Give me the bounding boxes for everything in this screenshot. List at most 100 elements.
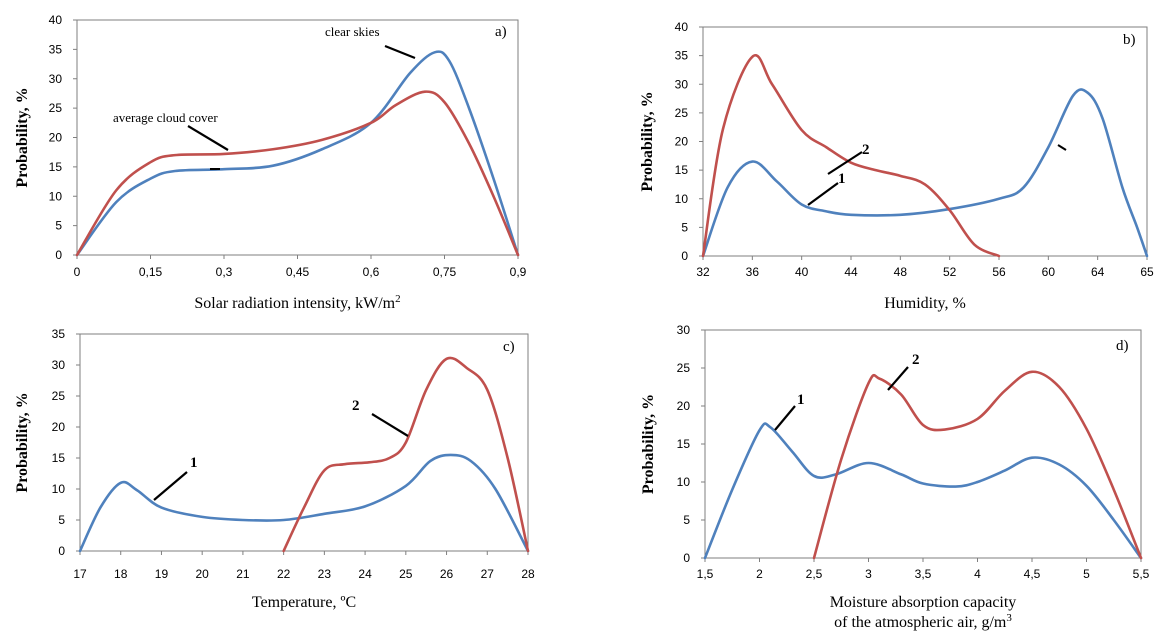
y-axis-label: Probability, % <box>14 87 31 187</box>
y-axis-label: Probability, % <box>14 392 31 492</box>
x-tick-label: 20 <box>196 567 210 581</box>
annotation-leader-line <box>827 151 863 175</box>
y-tick-label: 30 <box>52 358 66 372</box>
x-tick-label: 1,5 <box>697 567 714 581</box>
x-axis-label: Humidity, % <box>884 295 966 312</box>
x-tick-label: 26 <box>440 567 454 581</box>
x-tick-label: 0,15 <box>139 265 163 279</box>
series-line-1 <box>703 422 1143 560</box>
y-tick-label: 5 <box>683 513 690 527</box>
y-tick-label: 0 <box>681 249 688 263</box>
y-tick-label: 5 <box>58 513 65 527</box>
x-tick-label: 48 <box>894 265 908 279</box>
y-tick-label: 15 <box>677 437 691 451</box>
x-tick-label: 25 <box>399 567 413 581</box>
curve-marker <box>1057 144 1067 151</box>
y-axis-label: Probability, % <box>640 394 657 494</box>
y-tick-label: 40 <box>49 13 63 27</box>
y-tick-label: 10 <box>677 475 691 489</box>
annotation-label: 2 <box>862 142 870 158</box>
annotation-label: average cloud cover <box>113 110 218 125</box>
plot-area-border <box>76 19 519 256</box>
x-tick-label: 32 <box>696 265 710 279</box>
y-tick-label: 0 <box>683 551 690 565</box>
y-tick-label: 25 <box>677 361 691 375</box>
x-tick-label: 27 <box>481 567 495 581</box>
annotation-leader-line <box>187 125 229 151</box>
y-axis-label: Probability, % <box>639 91 656 191</box>
x-tick-label: 17 <box>73 567 87 581</box>
y-tick-label: 20 <box>49 131 63 145</box>
annotation-leader-line <box>371 413 409 437</box>
y-tick-label: 35 <box>52 327 66 341</box>
x-tick-label: 40 <box>795 265 809 279</box>
y-tick-label: 5 <box>681 220 688 234</box>
x-tick-label: 5 <box>1083 567 1090 581</box>
x-axis-label: Temperature, ºC <box>252 594 356 611</box>
y-tick-label: 35 <box>49 42 63 56</box>
chart-panel-a: 0 5 10 15 20 25 30 35 40 0 0,15 0,3 0,45 0,6 0,75 0,9 a)… <box>14 13 527 312</box>
annotation-leader-line <box>384 44 416 60</box>
x-tick-label: 0,6 <box>363 265 380 279</box>
x-tick-label: 36 <box>746 265 760 279</box>
x-axis-label: Moisture absorption capacity <box>830 594 1017 611</box>
plot-area-border <box>704 329 1142 559</box>
plot-area-border <box>702 26 1148 257</box>
plot-area-border <box>79 333 529 552</box>
chart-panel-d: 0 5 10 15 20 25 30 1,5 2 2,5 3 3,5 4 4,5 5 5,5 d) Probabi… <box>640 323 1150 631</box>
x-tick-label: 0,9 <box>510 265 527 279</box>
x-tick-label: 5,5 <box>1133 567 1150 581</box>
annotation-label: 1 <box>797 392 805 408</box>
y-tick-label: 25 <box>49 101 63 115</box>
series-line-1 <box>78 453 530 553</box>
series-line-2 <box>701 53 1001 258</box>
x-tick-label: 2,5 <box>806 567 823 581</box>
x-tick-label: 44 <box>844 265 858 279</box>
x-tick-label: 21 <box>236 567 250 581</box>
y-tick-label: 30 <box>677 323 691 337</box>
x-tick-label: 64 <box>1091 265 1105 279</box>
y-tick-label: 10 <box>675 192 689 206</box>
series-line-1 <box>701 88 1149 258</box>
x-tick-label: 4 <box>974 567 981 581</box>
y-tick-label: 0 <box>58 544 65 558</box>
annotation-leader-line <box>887 366 909 391</box>
x-tick-label: 0 <box>74 265 81 279</box>
y-tick-label: 30 <box>49 72 63 86</box>
x-tick-label: 28 <box>521 567 535 581</box>
x-tick-label: 52 <box>943 265 957 279</box>
panel-label: d) <box>1116 338 1129 354</box>
x-tick-label: 56 <box>992 265 1006 279</box>
y-tick-label: 15 <box>675 163 689 177</box>
x-tick-label: 0,75 <box>433 265 457 279</box>
y-tick-label: 30 <box>675 77 689 91</box>
annotation-label: 1 <box>838 171 846 187</box>
x-tick-label: 23 <box>318 567 332 581</box>
y-tick-label: 20 <box>677 399 691 413</box>
x-tick-label: 4,5 <box>1024 567 1041 581</box>
y-tick-label: 0 <box>55 248 62 262</box>
x-tick-label: 0,3 <box>216 265 233 279</box>
x-tick-label: 24 <box>358 567 372 581</box>
y-tick-label: 15 <box>52 451 66 465</box>
annotation-leader-line <box>153 471 188 501</box>
y-tick-label: 10 <box>49 189 63 203</box>
y-tick-label: 25 <box>675 106 689 120</box>
annotation-label: 1 <box>190 455 198 471</box>
y-tick-label: 35 <box>675 49 689 63</box>
y-tick-label: 10 <box>52 482 66 496</box>
y-tick-label: 40 <box>675 20 689 34</box>
x-tick-label: 0,45 <box>286 265 310 279</box>
y-tick-label: 25 <box>52 389 66 403</box>
series-line-average-cloud-cover <box>75 90 520 257</box>
y-tick-label: 15 <box>49 160 63 174</box>
panel-label: b) <box>1123 32 1136 48</box>
panel-label: c) <box>503 339 515 355</box>
annotation-label: clear skies <box>325 24 380 39</box>
series-line-2 <box>812 370 1143 560</box>
y-tick-label: 20 <box>52 420 66 434</box>
chart-panel-b: 0 5 10 15 20 25 30 35 40 32 36 40 44 48 52 56 60 64 65 b) Pr… <box>639 20 1154 312</box>
annotation-leader-line <box>807 182 839 206</box>
